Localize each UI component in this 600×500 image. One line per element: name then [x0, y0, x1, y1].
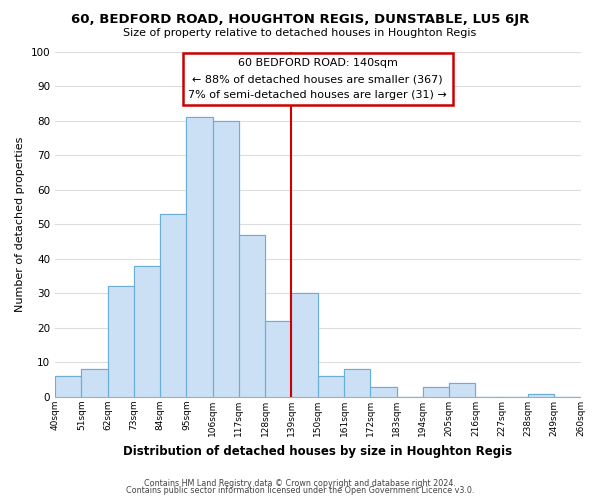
Text: Contains public sector information licensed under the Open Government Licence v3: Contains public sector information licen… [126, 486, 474, 495]
Text: Size of property relative to detached houses in Houghton Regis: Size of property relative to detached ho… [124, 28, 476, 38]
Y-axis label: Number of detached properties: Number of detached properties [15, 136, 25, 312]
X-axis label: Distribution of detached houses by size in Houghton Regis: Distribution of detached houses by size … [123, 444, 512, 458]
Text: 60, BEDFORD ROAD, HOUGHTON REGIS, DUNSTABLE, LU5 6JR: 60, BEDFORD ROAD, HOUGHTON REGIS, DUNSTA… [71, 12, 529, 26]
Text: Contains HM Land Registry data © Crown copyright and database right 2024.: Contains HM Land Registry data © Crown c… [144, 478, 456, 488]
Text: 60 BEDFORD ROAD: 140sqm
← 88% of detached houses are smaller (367)
7% of semi-de: 60 BEDFORD ROAD: 140sqm ← 88% of detache… [188, 58, 447, 100]
